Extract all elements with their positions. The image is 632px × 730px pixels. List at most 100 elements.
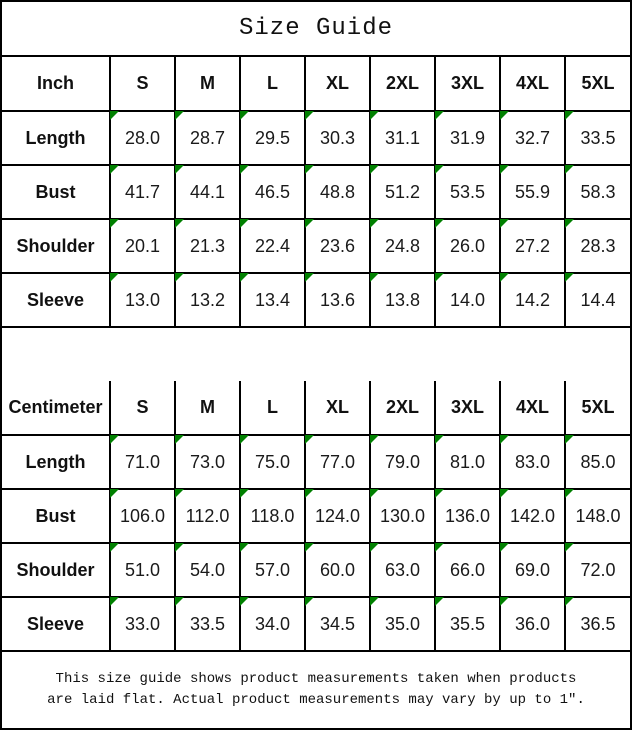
green-corner-flag-icon	[305, 165, 314, 174]
size-value: 34.5	[319, 613, 356, 634]
size-value: 79.0	[384, 451, 421, 472]
size-value: 73.0	[189, 451, 226, 472]
green-corner-flag-icon	[565, 435, 574, 444]
size-value: 31.1	[384, 127, 421, 148]
size-value: 69.0	[514, 559, 551, 580]
size-value: 46.5	[254, 181, 291, 202]
size-value-cell: 13.2	[174, 272, 241, 328]
size-value: 71.0	[124, 451, 161, 472]
green-corner-flag-icon	[565, 273, 574, 282]
size-value-cell: 36.5	[564, 596, 630, 652]
size-value: 124.0	[314, 505, 361, 526]
size-value-cell: 30.3	[304, 110, 371, 166]
size-column-header: XL	[304, 57, 371, 112]
size-value: 36.5	[580, 613, 616, 634]
green-corner-flag-icon	[565, 543, 574, 552]
size-column-header: 3XL	[434, 57, 501, 112]
size-column-header: 5XL	[564, 381, 630, 436]
green-corner-flag-icon	[370, 273, 379, 282]
measurement-label-cell: Bust	[2, 164, 111, 220]
size-value-cell: 32.7	[499, 110, 566, 166]
size-column-header: M	[174, 57, 241, 112]
size-value-cell: 79.0	[369, 434, 436, 490]
size-column-header: L	[239, 381, 306, 436]
size-value-cell: 33.5	[174, 596, 241, 652]
green-corner-flag-icon	[435, 219, 444, 228]
green-corner-flag-icon	[305, 597, 314, 606]
size-value-cell: 54.0	[174, 542, 241, 598]
green-corner-flag-icon	[500, 273, 509, 282]
measurement-row: Sleeve 13.0 13.2 13.4 13.6 13.8 14.0 14.2 14.4	[2, 272, 630, 328]
size-value: 41.7	[124, 181, 161, 202]
green-corner-flag-icon	[110, 273, 119, 282]
centimeter-size-table: Centimeter S M L XL 2XL 3XL 4XL 5XL Length 71.0 73.…	[2, 381, 630, 652]
green-corner-flag-icon	[500, 489, 509, 498]
size-value: 36.0	[514, 613, 551, 634]
size-value-cell: 77.0	[304, 434, 371, 490]
size-value-cell: 73.0	[174, 434, 241, 490]
green-corner-flag-icon	[370, 543, 379, 552]
size-value-cell: 58.3	[564, 164, 630, 220]
size-value-cell: 124.0	[304, 488, 371, 544]
size-value: 14.4	[580, 289, 616, 310]
green-corner-flag-icon	[175, 111, 184, 120]
size-value-cell: 112.0	[174, 488, 241, 544]
size-value: 13.8	[384, 289, 421, 310]
size-value: 31.9	[449, 127, 486, 148]
size-value: 54.0	[189, 559, 226, 580]
green-corner-flag-icon	[370, 597, 379, 606]
green-corner-flag-icon	[240, 489, 249, 498]
size-value: 20.1	[124, 235, 161, 256]
size-column-header: 4XL	[499, 381, 566, 436]
green-corner-flag-icon	[305, 489, 314, 498]
size-value-cell: 44.1	[174, 164, 241, 220]
size-value: 33.5	[189, 613, 226, 634]
size-value: 14.0	[449, 289, 486, 310]
size-value-cell: 27.2	[499, 218, 566, 274]
size-value: 48.8	[319, 181, 356, 202]
measurement-disclaimer: This size guide shows product measuremen…	[2, 652, 630, 728]
green-corner-flag-icon	[370, 435, 379, 444]
size-value-cell: 41.7	[109, 164, 176, 220]
size-value-cell: 13.4	[239, 272, 306, 328]
size-value-cell: 13.8	[369, 272, 436, 328]
size-header-row: Inch S M L XL 2XL 3XL 4XL 5XL	[2, 57, 630, 112]
disclaimer-line-2: are laid flat. Actual product measuremen…	[47, 692, 585, 708]
size-value: 85.0	[580, 451, 616, 472]
green-corner-flag-icon	[175, 219, 184, 228]
size-value: 53.5	[449, 181, 486, 202]
size-value-cell: 63.0	[369, 542, 436, 598]
size-value: 136.0	[444, 505, 491, 526]
size-value-cell: 13.6	[304, 272, 371, 328]
green-corner-flag-icon	[305, 543, 314, 552]
centimeter-size-table-body: Centimeter S M L XL 2XL 3XL 4XL 5XL Length 71.0 73.…	[2, 381, 630, 652]
size-value: 24.8	[384, 235, 421, 256]
size-value: 58.3	[580, 181, 616, 202]
inch-size-table: Inch S M L XL 2XL 3XL 4XL 5XL Length 28.0 28.7 29.5 3…	[2, 57, 630, 328]
size-value: 22.4	[254, 235, 291, 256]
size-value: 33.0	[124, 613, 161, 634]
green-corner-flag-icon	[565, 597, 574, 606]
size-value-cell: 36.0	[499, 596, 566, 652]
green-corner-flag-icon	[370, 165, 379, 174]
green-corner-flag-icon	[110, 489, 119, 498]
green-corner-flag-icon	[305, 273, 314, 282]
green-corner-flag-icon	[110, 165, 119, 174]
size-value-cell: 72.0	[564, 542, 630, 598]
green-corner-flag-icon	[240, 273, 249, 282]
measurement-row: Bust 106.0 112.0 118.0 124.0 130.0 136.0 142.0 1…	[2, 488, 630, 544]
green-corner-flag-icon	[500, 165, 509, 174]
size-column-header: 4XL	[499, 57, 566, 112]
size-column-header: M	[174, 381, 241, 436]
size-value-cell: 57.0	[239, 542, 306, 598]
size-value-cell: 24.8	[369, 218, 436, 274]
green-corner-flag-icon	[175, 597, 184, 606]
size-value-cell: 60.0	[304, 542, 371, 598]
size-value: 32.7	[514, 127, 551, 148]
green-corner-flag-icon	[305, 435, 314, 444]
green-corner-flag-icon	[565, 111, 574, 120]
size-value: 33.5	[580, 127, 616, 148]
green-corner-flag-icon	[500, 543, 509, 552]
green-corner-flag-icon	[435, 165, 444, 174]
measurement-row: Shoulder 20.1 21.3 22.4 23.6 24.8 26.0 27.2 28.3	[2, 218, 630, 274]
